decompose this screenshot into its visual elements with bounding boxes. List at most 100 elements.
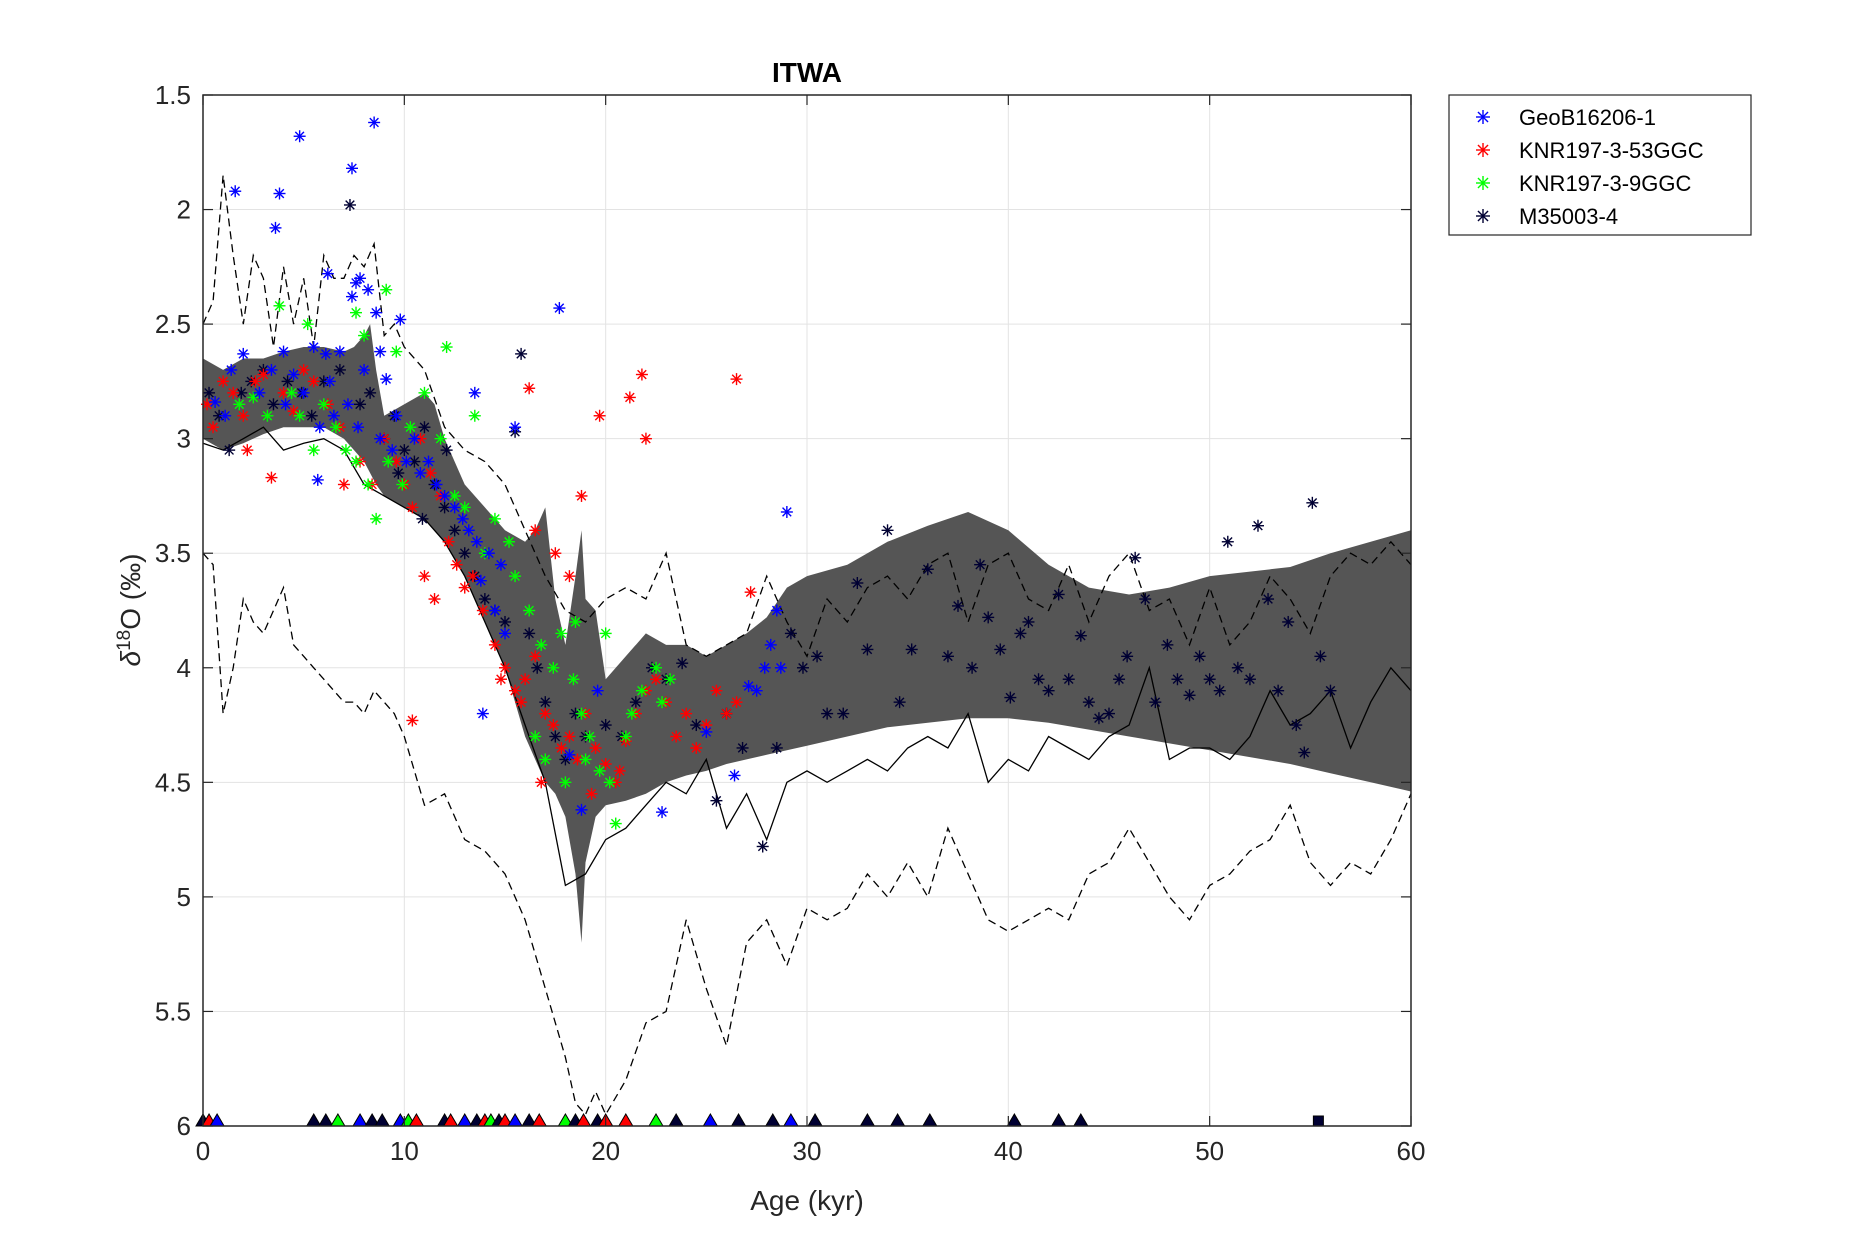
data-point xyxy=(400,455,413,468)
data-point xyxy=(593,764,606,777)
data-point xyxy=(350,306,363,319)
data-point xyxy=(287,368,300,381)
data-point xyxy=(396,478,409,491)
data-point xyxy=(676,657,689,670)
data-point xyxy=(474,574,487,587)
data-point xyxy=(209,396,222,409)
data-point xyxy=(1092,712,1105,725)
data-point xyxy=(418,421,431,434)
data-point xyxy=(406,714,419,727)
data-point xyxy=(462,524,475,537)
data-point xyxy=(700,725,713,738)
data-point xyxy=(456,512,469,525)
data-point xyxy=(796,661,809,674)
data-point xyxy=(438,489,451,502)
data-point xyxy=(509,570,522,583)
data-point xyxy=(535,776,548,789)
data-point xyxy=(237,409,250,422)
data-point xyxy=(690,741,703,754)
data-point xyxy=(293,409,306,422)
data-point xyxy=(273,299,286,312)
legend-item: KNR197-3-9GGC xyxy=(1476,171,1692,196)
data-point xyxy=(1231,661,1244,674)
data-point xyxy=(1074,629,1087,642)
data-point xyxy=(619,730,632,743)
data-point xyxy=(523,627,536,640)
data-point xyxy=(448,489,461,502)
data-point xyxy=(499,627,511,640)
data-point xyxy=(311,473,324,486)
data-point xyxy=(921,563,934,576)
data-point xyxy=(313,421,326,434)
data-point xyxy=(549,730,562,743)
data-point xyxy=(974,558,987,571)
legend-label: GeoB16206-1 xyxy=(1519,105,1656,130)
data-point xyxy=(569,615,582,628)
y-tick-label: 1.5 xyxy=(155,80,191,110)
y-tick-label: 5 xyxy=(177,882,191,912)
data-point xyxy=(680,707,693,720)
data-point xyxy=(656,806,669,819)
data-point xyxy=(327,409,340,422)
data-point xyxy=(499,661,511,674)
data-point xyxy=(650,661,662,674)
data-point xyxy=(583,730,596,743)
data-point xyxy=(650,673,662,686)
data-point xyxy=(1306,496,1319,509)
data-point xyxy=(414,467,427,480)
data-point xyxy=(529,730,542,743)
data-point xyxy=(390,409,403,422)
data-point xyxy=(690,719,703,732)
data-point xyxy=(428,593,441,606)
data-point xyxy=(994,643,1007,656)
data-point xyxy=(744,586,757,599)
data-point xyxy=(635,368,648,381)
data-point xyxy=(1149,696,1162,709)
data-point xyxy=(323,375,336,388)
data-point xyxy=(374,345,387,358)
tie-point-square xyxy=(1312,1115,1324,1127)
legend-label: M35003-4 xyxy=(1519,204,1618,229)
legend-marker xyxy=(1476,110,1490,124)
confidence-band-layer xyxy=(203,324,1411,943)
data-point xyxy=(350,455,363,468)
data-point xyxy=(223,444,236,457)
data-point xyxy=(285,386,298,399)
data-point xyxy=(589,741,602,754)
data-point xyxy=(307,444,320,457)
data-point xyxy=(837,707,850,720)
data-point xyxy=(563,748,576,761)
data-point xyxy=(333,363,346,376)
data-point xyxy=(664,673,677,686)
data-point xyxy=(307,375,320,388)
data-point xyxy=(575,803,588,816)
data-point xyxy=(547,661,560,674)
confidence-band xyxy=(203,324,1411,943)
data-point xyxy=(237,347,250,360)
data-point xyxy=(337,478,350,491)
data-point xyxy=(281,375,294,388)
data-point xyxy=(893,696,906,709)
data-point xyxy=(553,302,566,315)
data-point xyxy=(418,386,431,399)
data-point xyxy=(1042,684,1055,697)
data-point xyxy=(639,432,652,445)
data-point xyxy=(1221,535,1234,548)
data-point xyxy=(253,386,266,399)
data-point xyxy=(329,421,342,434)
data-point xyxy=(458,581,471,594)
data-point xyxy=(1193,650,1206,663)
data-point xyxy=(297,363,310,376)
data-point xyxy=(333,345,346,358)
data-point xyxy=(265,363,278,376)
data-point xyxy=(780,505,793,518)
data-point xyxy=(750,684,763,697)
data-point xyxy=(730,373,743,386)
data-point xyxy=(458,501,471,514)
data-point xyxy=(358,329,371,342)
data-point xyxy=(345,162,358,175)
x-tick-label: 60 xyxy=(1397,1136,1426,1166)
data-point xyxy=(287,405,300,418)
data-point xyxy=(468,386,481,399)
y-tick-label: 6 xyxy=(177,1111,191,1141)
